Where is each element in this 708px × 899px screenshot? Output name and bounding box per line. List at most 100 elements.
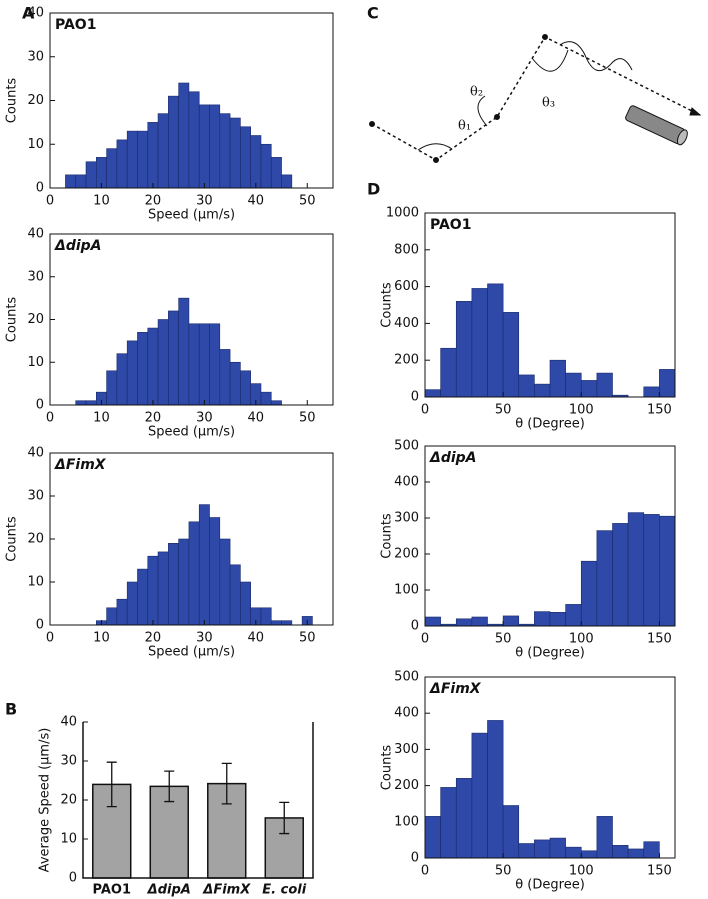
bar <box>440 787 457 859</box>
bar <box>188 91 200 189</box>
bar <box>424 816 441 859</box>
x-tick-label: 40 <box>248 411 265 426</box>
bar <box>518 843 535 859</box>
error-bar <box>106 761 117 808</box>
bar <box>659 515 676 627</box>
bar <box>565 846 582 859</box>
bar <box>137 332 149 406</box>
bar <box>471 732 488 859</box>
x-tick-label: 20 <box>145 194 162 209</box>
bar <box>502 312 520 398</box>
bar <box>137 130 149 189</box>
y-tick-label: 500 <box>394 670 419 685</box>
y-tick-label: 500 <box>394 439 419 454</box>
x-tick-label: 10 <box>93 411 110 426</box>
bar <box>188 323 200 406</box>
bar <box>157 319 169 406</box>
y-axis-label: Counts <box>5 297 20 343</box>
bar <box>198 104 210 189</box>
y-tick-label: 10 <box>27 575 44 590</box>
bar <box>643 514 660 627</box>
x-tick-label: 150 <box>647 403 672 418</box>
y-tick-label: 300 <box>394 511 419 526</box>
bar <box>65 174 77 189</box>
y-tick-label: 40 <box>27 446 44 461</box>
y-tick-label: 200 <box>394 547 419 562</box>
panel-label: B <box>5 700 17 719</box>
bar <box>75 400 87 406</box>
bar <box>157 113 169 189</box>
title: ΔdipA <box>429 450 477 466</box>
frame <box>424 676 676 859</box>
angle-arc <box>531 49 569 72</box>
title: ΔFimX <box>429 681 482 697</box>
x-tick-label: 40 <box>248 631 265 646</box>
y-axis-label: Counts <box>380 282 395 328</box>
y-tick-label: 30 <box>27 269 44 284</box>
y-tick-label: 0 <box>36 618 44 633</box>
x-tick-label: 0 <box>421 864 429 879</box>
x-axis-label: θ (Degree) <box>515 646 585 661</box>
bar <box>106 148 118 189</box>
x-tick-label: 150 <box>647 864 672 879</box>
bar <box>659 369 676 398</box>
y-tick-label: 20 <box>60 793 77 808</box>
y-tick-label: 0 <box>411 390 419 405</box>
x-tick-label: ΔdipA <box>147 883 191 898</box>
frame <box>49 452 334 626</box>
y-tick-label: 40 <box>60 715 77 730</box>
x-tick-label: 100 <box>569 403 594 418</box>
bar <box>126 130 138 189</box>
bar <box>596 530 613 627</box>
frame <box>49 12 334 189</box>
bar <box>178 297 190 406</box>
y-axis-label: Counts <box>5 78 20 124</box>
dot <box>433 157 439 163</box>
y-tick-label: 400 <box>394 706 419 721</box>
y-tick-label: 300 <box>394 742 419 757</box>
x-tick-label: 50 <box>299 411 316 426</box>
bar <box>229 361 241 406</box>
x-tick-label: 0 <box>46 631 54 646</box>
error-bar <box>279 801 290 835</box>
bar <box>147 122 159 189</box>
y-axis-label: Counts <box>5 516 20 562</box>
bar <box>219 349 231 406</box>
bar <box>116 598 128 626</box>
angle-label: θ₁ <box>458 119 471 134</box>
bar <box>643 386 660 398</box>
y-tick-label: 10 <box>27 355 44 370</box>
diagram <box>369 34 702 163</box>
frame <box>49 233 334 406</box>
angle-arc <box>417 143 453 151</box>
axis <box>82 722 314 879</box>
flagellum <box>559 41 633 72</box>
bar <box>270 157 282 189</box>
bar <box>209 323 221 406</box>
y-tick-label: 30 <box>27 489 44 504</box>
x-tick-label: 100 <box>569 632 594 647</box>
bar <box>471 616 488 627</box>
y-tick-label: 40 <box>27 6 44 21</box>
bar <box>455 618 473 627</box>
x-axis-label: Speed (μm/s) <box>148 645 235 660</box>
bar <box>240 581 251 626</box>
bar <box>209 104 221 189</box>
bar <box>549 359 566 398</box>
bar <box>281 174 293 189</box>
y-tick-label: 30 <box>60 754 77 769</box>
panel-label: A <box>22 4 35 23</box>
dot <box>494 114 500 120</box>
angle-label: θ₃ <box>542 96 555 111</box>
y-tick-label: 30 <box>27 49 44 64</box>
x-tick-label: PAO1 <box>93 883 132 898</box>
bar <box>168 95 179 189</box>
bar <box>137 568 149 626</box>
x-tick-label: E. coli <box>262 883 306 898</box>
y-tick-label: 0 <box>69 871 77 886</box>
bar <box>270 400 282 406</box>
y-tick-label: 10 <box>27 137 44 152</box>
bar <box>260 607 272 626</box>
path <box>371 36 701 161</box>
x-tick-label: 50 <box>299 631 316 646</box>
